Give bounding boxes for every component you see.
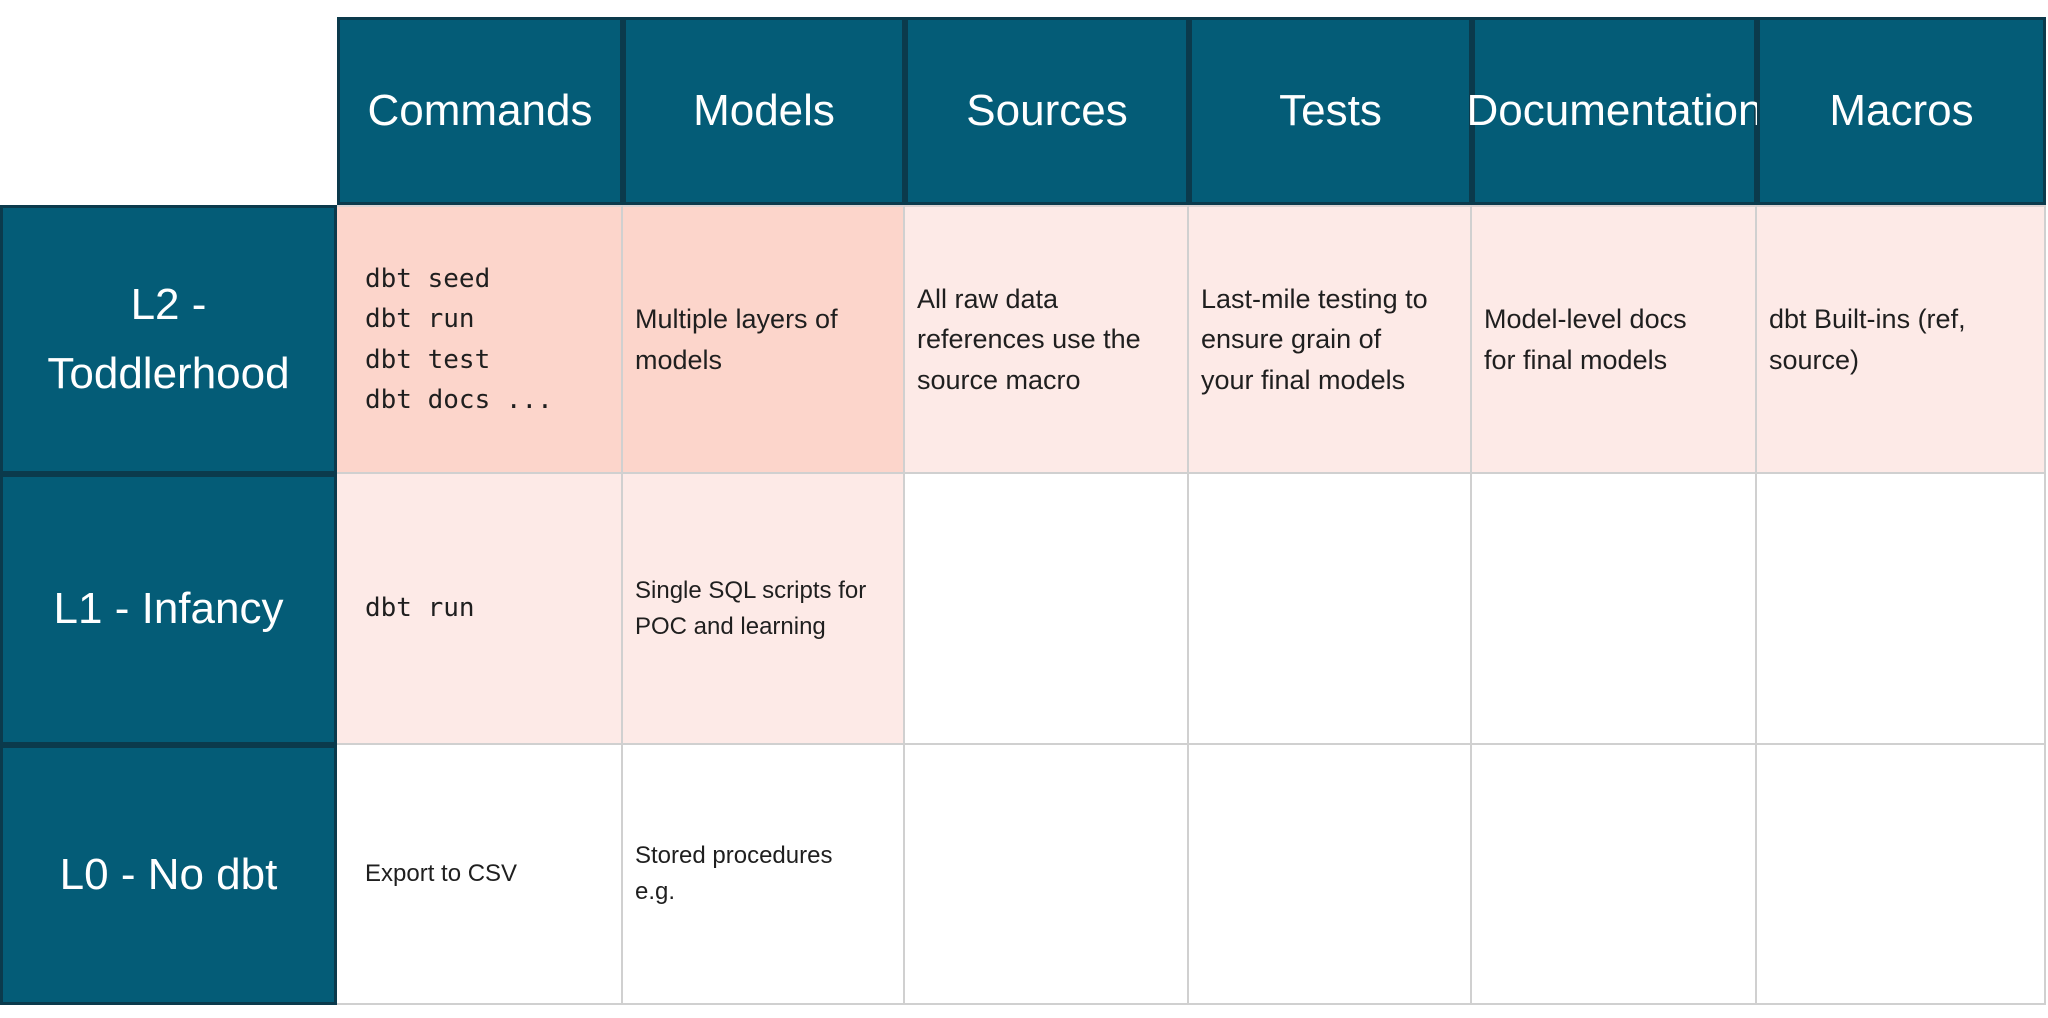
cell-l1-models: Single SQL scripts for POC and learning xyxy=(623,474,905,745)
cell-l0-sources xyxy=(905,745,1189,1005)
cell-l2-documentation-text: Model-level docs for final models xyxy=(1484,304,1687,375)
cell-l0-models: Stored procedures e.g. xyxy=(623,745,905,1005)
cell-l0-macros xyxy=(1757,745,2046,1005)
column-header-macros-text: Macros xyxy=(1829,85,1974,135)
row-label-l1-text: L1 - Infancy xyxy=(53,584,284,634)
cell-l1-commands: dbt run xyxy=(337,474,623,745)
row-label-l1: L1 - Infancy xyxy=(0,474,337,745)
dbt-maturity-table: Commands Models Sources Tests Documentation M… xyxy=(0,17,2046,1005)
cell-l1-sources xyxy=(905,474,1189,745)
column-header-macros: Macros xyxy=(1757,17,2046,205)
column-header-documentation-text: Documentation xyxy=(1466,85,1763,135)
cell-l2-commands: dbt seed dbt run dbt test dbt docs ... xyxy=(337,205,623,474)
column-header-tests: Tests xyxy=(1189,17,1472,205)
cell-l2-sources-text: All raw data references use the source m… xyxy=(917,283,1141,395)
cell-l2-models-text: Multiple layers of models xyxy=(635,304,838,375)
cell-l0-models-text: Stored procedures e.g. xyxy=(635,842,833,905)
column-header-models: Models xyxy=(623,17,905,205)
cell-l2-commands-text: dbt seed dbt run dbt test dbt docs ... xyxy=(365,263,553,415)
row-label-l0: L0 - No dbt xyxy=(0,745,337,1005)
column-header-sources-text: Sources xyxy=(966,85,1128,135)
cell-l1-tests xyxy=(1189,474,1472,745)
column-header-documentation: Documentation xyxy=(1467,17,1762,205)
cell-l2-tests: Last-mile testing to ensure grain of you… xyxy=(1189,205,1472,474)
cell-l1-macros xyxy=(1757,474,2046,745)
cell-l0-commands: Export to CSV xyxy=(337,745,623,1005)
row-label-l0-text: L0 - No dbt xyxy=(59,849,278,899)
row-label-l2: L2 - Toddlerhood xyxy=(0,205,337,474)
row-label-l2-text: L2 - Toddlerhood xyxy=(47,280,290,398)
corner-spacer xyxy=(0,17,337,205)
cell-l2-documentation: Model-level docs for final models xyxy=(1472,205,1757,474)
column-header-tests-text: Tests xyxy=(1279,85,1382,135)
cell-l0-documentation xyxy=(1472,745,1757,1005)
cell-l0-tests xyxy=(1189,745,1472,1005)
column-header-sources: Sources xyxy=(905,17,1189,205)
cell-l2-tests-text: Last-mile testing to ensure grain of you… xyxy=(1201,283,1428,395)
cell-l2-models: Multiple layers of models xyxy=(623,205,905,474)
cell-l1-documentation xyxy=(1472,474,1757,745)
cell-l1-models-text: Single SQL scripts for POC and learning xyxy=(635,576,867,640)
cell-l0-commands-text: Export to CSV xyxy=(365,860,518,887)
column-header-commands-text: Commands xyxy=(367,85,593,135)
cell-l1-commands-text: dbt run xyxy=(365,593,475,624)
cell-l2-sources: All raw data references use the source m… xyxy=(905,205,1189,474)
cell-l2-macros-text: dbt Built-ins (ref, source) xyxy=(1769,304,1966,375)
column-header-commands: Commands xyxy=(337,17,623,205)
column-header-models-text: Models xyxy=(693,85,835,135)
cell-l2-macros: dbt Built-ins (ref, source) xyxy=(1757,205,2046,474)
